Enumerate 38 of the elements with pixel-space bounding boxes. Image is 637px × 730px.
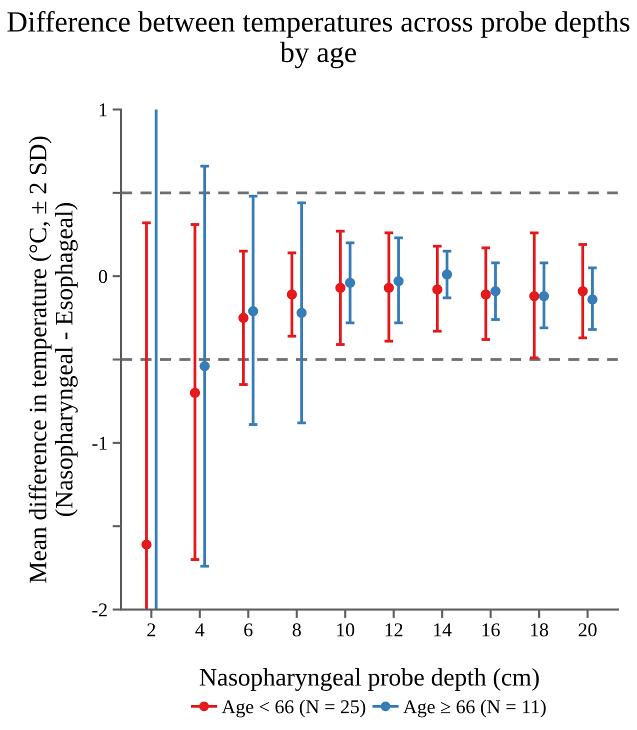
point (442, 269, 452, 280)
x-tick-label: 20 (578, 623, 597, 636)
chart-title: Difference between temperatures across probe depths by age (7, 10, 630, 68)
point (344, 278, 356, 288)
x-tick-label: 4 (195, 623, 204, 636)
point (587, 294, 598, 305)
x-tick-label: 14 (434, 623, 452, 636)
point (490, 286, 501, 296)
point (335, 282, 346, 293)
legend-label: Age < 66 (N = 25) (222, 700, 366, 718)
x-axis-title: Nasopharyngeal probe depth (cm) (200, 668, 539, 691)
x-tick-label: 12 (386, 623, 402, 636)
y-axis-title: Mean difference in temperature (°C, ± 2 SD) (Nasopharyngeal - Esophageal) (28, 136, 78, 583)
point (432, 284, 442, 295)
x-tick-label: 2 (147, 623, 156, 636)
legend-label: Age ≥ 66 (N = 11) (403, 700, 546, 718)
x-tick-label: 18 (531, 623, 548, 636)
point (141, 539, 152, 550)
point (578, 286, 588, 296)
point (529, 291, 540, 302)
point (190, 388, 200, 398)
y-tick-label: -1 (92, 436, 107, 450)
y-tick-label: -2 (92, 603, 107, 616)
point (286, 289, 297, 300)
point (384, 282, 394, 293)
point (393, 276, 404, 286)
x-tick-label: 8 (292, 623, 301, 636)
x-tick-label: 6 (244, 623, 253, 636)
point (248, 306, 258, 316)
point (538, 291, 550, 302)
y-tick-label: 0 (98, 270, 108, 284)
point (480, 289, 491, 300)
point (200, 361, 210, 372)
x-tick-label: 10 (337, 623, 354, 636)
x-tick-label: 16 (482, 623, 500, 636)
y-tick-label: 1 (100, 103, 107, 116)
point (238, 312, 249, 323)
point (296, 308, 307, 318)
